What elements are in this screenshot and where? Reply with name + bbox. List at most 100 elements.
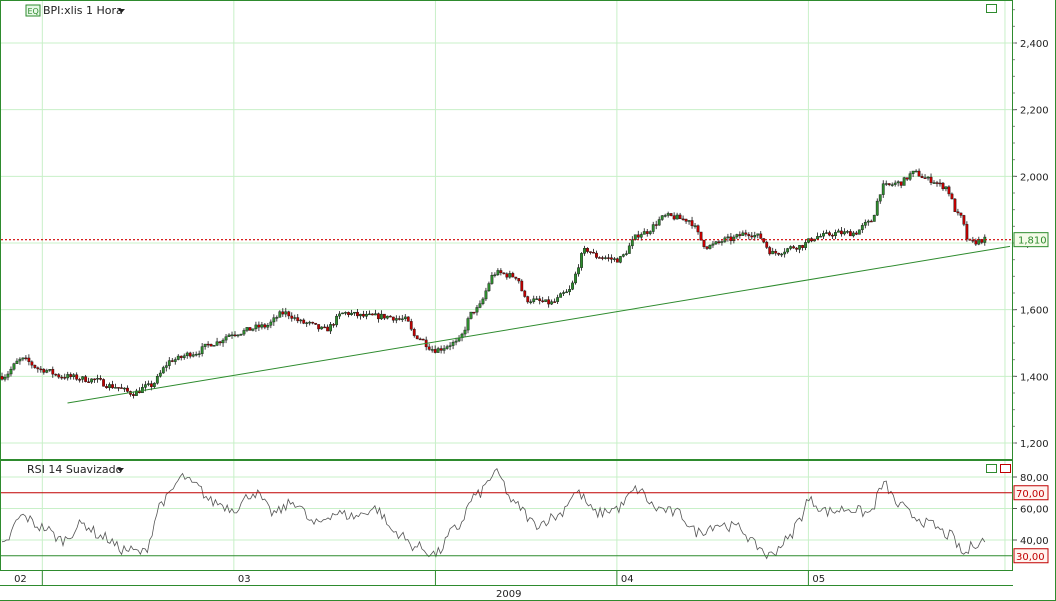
candle-body [508, 273, 512, 278]
candle-body [344, 312, 347, 314]
rsi-maximize-icon[interactable] [986, 464, 997, 473]
rsi-dropdown-triangle-icon[interactable] [117, 468, 124, 472]
candle-body [526, 296, 530, 303]
candle-body [768, 247, 772, 255]
price-tick-label: 1,600 [1020, 306, 1049, 317]
candle-body [90, 378, 94, 383]
dropdown-triangle-icon[interactable] [118, 9, 125, 13]
candle-body [598, 257, 601, 259]
candle-body [21, 357, 25, 360]
candle-body [801, 245, 804, 248]
candle-body [726, 236, 730, 239]
candle-body [239, 333, 243, 336]
candle-body [950, 193, 954, 200]
candle-body [834, 232, 837, 237]
candle-body [382, 313, 386, 319]
candle-body [663, 215, 667, 217]
candle-body [783, 251, 787, 255]
candle-body [296, 317, 300, 322]
candle-body [167, 360, 171, 366]
candle-body [612, 258, 616, 260]
candle-body [188, 352, 192, 357]
candle-body [771, 250, 775, 255]
candle-body [884, 183, 888, 185]
candle-body [657, 219, 661, 226]
candle-body [843, 231, 846, 235]
candle-body [738, 234, 742, 236]
candle-body [102, 379, 105, 387]
candle-body [860, 225, 864, 231]
candle-body [263, 324, 267, 328]
year-label: 2009 [496, 589, 521, 600]
candle-body [233, 334, 237, 337]
candle-body [206, 343, 210, 346]
candle-body [601, 257, 604, 259]
candle-body [902, 177, 906, 186]
candle-body [170, 360, 174, 362]
candle-body [308, 321, 312, 324]
candle-body [595, 252, 598, 258]
rsi-title[interactable]: RSI 14 Suavizado [27, 463, 123, 476]
candle-body [490, 275, 494, 284]
price-panel-frame [0, 0, 1013, 460]
price-tick-label: 1,400 [1020, 372, 1049, 383]
candle-body [78, 379, 82, 381]
candle-body [176, 355, 180, 360]
axis-layer: 1,2001,4001,6001,8002,0002,2002,40040,00… [14, 9, 1049, 600]
symbol-badge-box[interactable] [25, 4, 41, 17]
candle-body [293, 317, 297, 319]
candle-body [9, 368, 13, 375]
candle-body [114, 387, 117, 389]
candle-body [553, 301, 557, 303]
candle-body [789, 246, 793, 249]
candle-body [935, 182, 939, 184]
rsi-tick-label: 60,00 [1020, 505, 1049, 516]
date-label: 05 [812, 574, 825, 585]
candle-body [155, 375, 159, 384]
candle-body [863, 221, 867, 226]
candle-body [302, 319, 306, 324]
candle-body [819, 235, 822, 238]
candle-body [854, 232, 858, 235]
date-label: 03 [238, 574, 251, 585]
candle-body [786, 248, 790, 253]
candle-body [317, 324, 321, 330]
candle-body [648, 231, 652, 234]
candle-body [320, 326, 324, 330]
chart-title[interactable]: BPI:xlis 1 Hora [43, 4, 123, 17]
candle-body [959, 212, 963, 216]
candle-body [299, 319, 303, 322]
candle-body [149, 383, 153, 387]
candle-body [123, 387, 126, 390]
maximize-icon[interactable] [986, 4, 997, 13]
candle-body [57, 374, 61, 378]
rsi-level-label: 70,00 [1016, 489, 1045, 500]
candle-body [0, 376, 4, 380]
candle-body [341, 312, 344, 315]
candle-body [559, 293, 563, 298]
candle-body [550, 301, 554, 305]
candle-body [135, 390, 138, 396]
candle-body [347, 312, 350, 315]
candle-body [143, 384, 147, 388]
candle-body [371, 313, 374, 316]
candle-body [523, 290, 527, 297]
candle-body [568, 289, 571, 293]
candle-body [511, 273, 515, 278]
candle-body [905, 177, 909, 180]
candle-body [158, 372, 162, 377]
candle-body [639, 234, 643, 238]
candle-body [514, 276, 518, 279]
candle-body [126, 387, 129, 392]
candle-body [520, 280, 524, 292]
rsi-tick-label: 40,00 [1020, 536, 1049, 547]
candle-body [592, 251, 595, 254]
rsi-level-box [1013, 548, 1049, 564]
candle-body [816, 236, 819, 240]
candle-body [278, 311, 282, 318]
candle-body [538, 298, 542, 301]
candle-body [780, 253, 784, 256]
candle-body [403, 316, 407, 320]
candle-body [890, 184, 894, 186]
restore-icon[interactable] [1000, 464, 1011, 473]
